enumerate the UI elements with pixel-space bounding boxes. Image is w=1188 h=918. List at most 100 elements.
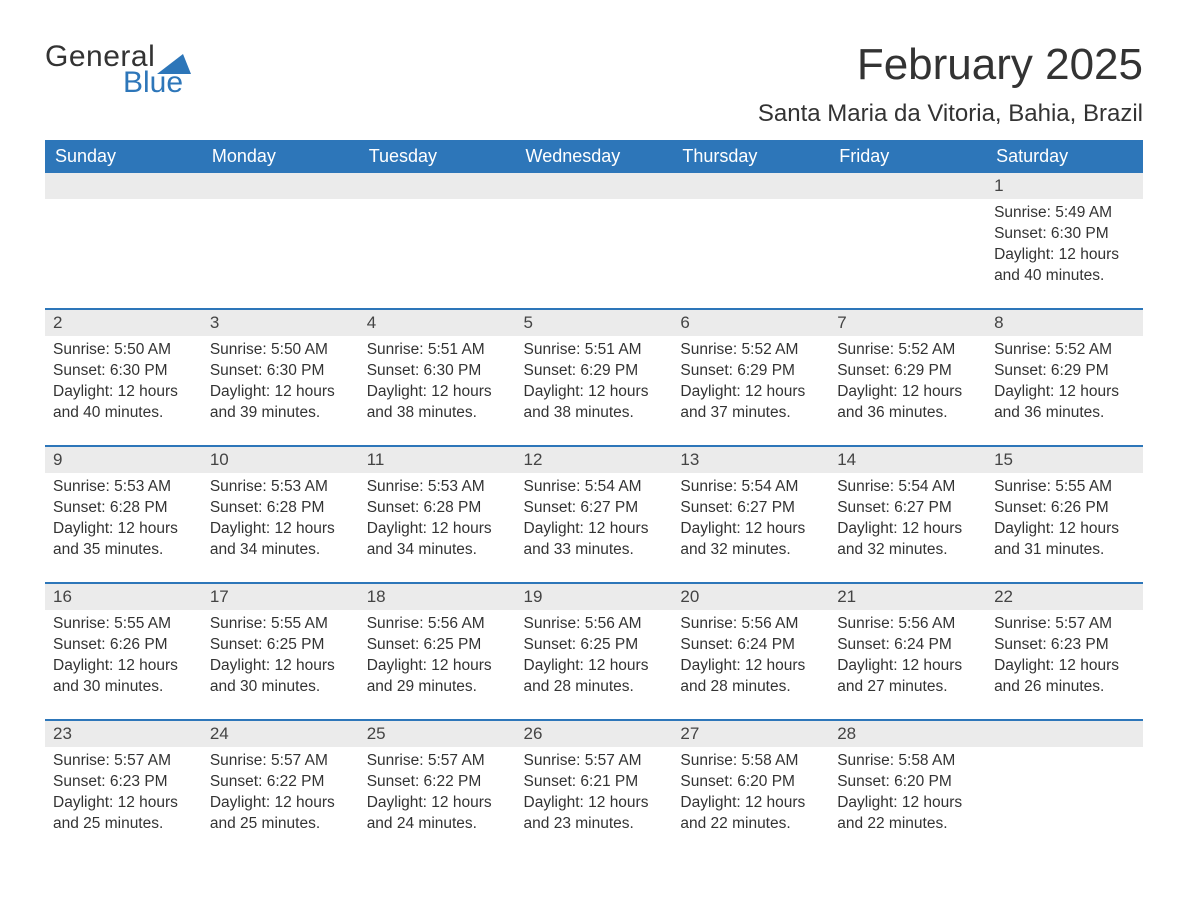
day-cell [672, 199, 829, 309]
daylight-text: and 34 minutes. [367, 540, 508, 561]
day-cell: Sunrise: 5:57 AMSunset: 6:23 PMDaylight:… [986, 610, 1143, 720]
daylight-text: and 40 minutes. [53, 403, 194, 424]
logo-word2: Blue [123, 66, 183, 100]
daylight-text: and 24 minutes. [367, 814, 508, 835]
daylight-text: Daylight: 12 hours [210, 382, 351, 403]
day-cell: Sunrise: 5:50 AMSunset: 6:30 PMDaylight:… [45, 336, 202, 446]
sunrise-text: Sunrise: 5:54 AM [524, 477, 665, 498]
day-cell: Sunrise: 5:52 AMSunset: 6:29 PMDaylight:… [672, 336, 829, 446]
daylight-text: and 23 minutes. [524, 814, 665, 835]
day-cell: Sunrise: 5:58 AMSunset: 6:20 PMDaylight:… [829, 747, 986, 857]
sunset-text: Sunset: 6:27 PM [680, 498, 821, 519]
sunset-text: Sunset: 6:23 PM [994, 635, 1135, 656]
sunset-text: Sunset: 6:27 PM [837, 498, 978, 519]
daylight-text: Daylight: 12 hours [210, 793, 351, 814]
day-body-row: Sunrise: 5:50 AMSunset: 6:30 PM Daylight:… [45, 336, 1143, 446]
sunrise-text: Sunrise: 5:51 AM [367, 340, 508, 361]
day-cell: Sunrise: 5:52 AMSunset: 6:29 PMDaylight:… [829, 336, 986, 446]
day-cell: Sunrise: 5:55 AMSunset: 6:26 PMDaylight:… [45, 610, 202, 720]
sunset-text: Sunset: 6:25 PM [367, 635, 508, 656]
sunset-text: Sunset: 6:30 PM [53, 361, 194, 382]
day-cell: Sunrise: 5:57 AMSunset: 6:22 PMDaylight:… [359, 747, 516, 857]
sunrise-text: Sunrise: 5:57 AM [210, 751, 351, 772]
month-title: February 2025 [758, 40, 1143, 90]
daylight-text: Daylight: 12 hours [994, 382, 1135, 403]
daylight-text: and 25 minutes. [210, 814, 351, 835]
day-cell [45, 199, 202, 309]
day-number: 18 [359, 583, 516, 610]
sunrise-text: Sunrise: 5:56 AM [524, 614, 665, 635]
daylight-text: and 32 minutes. [680, 540, 821, 561]
daylight-text: and 38 minutes. [367, 403, 508, 424]
day-header: Friday [829, 140, 986, 173]
header: General Blue February 2025 Santa Maria d… [45, 40, 1143, 128]
day-number: 4 [359, 309, 516, 336]
daylight-text: Daylight: 12 hours [53, 519, 194, 540]
day-number-row: 232425262728 [45, 720, 1143, 747]
sunset-text: Sunset: 6:20 PM [837, 772, 978, 793]
sunset-text: Sunset: 6:24 PM [837, 635, 978, 656]
day-cell [202, 199, 359, 309]
daylight-text: Daylight: 12 hours [367, 793, 508, 814]
day-number: 1 [986, 173, 1143, 199]
day-cell: Sunrise: 5:52 AMSunset: 6:29 PMDaylight:… [986, 336, 1143, 446]
sunset-text: Sunset: 6:26 PM [994, 498, 1135, 519]
day-cell [986, 747, 1143, 857]
sunset-text: Sunset: 6:29 PM [994, 361, 1135, 382]
day-cell: Sunrise: 5:55 AMSunset: 6:26 PMDaylight:… [986, 473, 1143, 583]
daylight-text: Daylight: 12 hours [210, 519, 351, 540]
day-number: 5 [516, 309, 673, 336]
day-cell: Sunrise: 5:56 AMSunset: 6:25 PMDaylight:… [359, 610, 516, 720]
calendar-table: Sunday Monday Tuesday Wednesday Thursday… [45, 140, 1143, 857]
day-number [829, 173, 986, 199]
day-cell: Sunrise: 5:51 AMSunset: 6:29 PMDaylight:… [516, 336, 673, 446]
day-cell: Sunrise: 5:56 AMSunset: 6:24 PMDaylight:… [672, 610, 829, 720]
daylight-text: and 37 minutes. [680, 403, 821, 424]
day-cell [359, 199, 516, 309]
sunrise-text: Sunrise: 5:49 AM [994, 203, 1135, 224]
title-block: February 2025 Santa Maria da Vitoria, Ba… [758, 40, 1143, 128]
day-number: 25 [359, 720, 516, 747]
daylight-text: and 22 minutes. [680, 814, 821, 835]
daylight-text: Daylight: 12 hours [367, 519, 508, 540]
day-number: 20 [672, 583, 829, 610]
day-cell: Sunrise: 5:57 AMSunset: 6:21 PMDaylight:… [516, 747, 673, 857]
day-cell: Sunrise: 5:56 AMSunset: 6:25 PMDaylight:… [516, 610, 673, 720]
day-number: 17 [202, 583, 359, 610]
sunrise-text: Sunrise: 5:53 AM [53, 477, 194, 498]
day-body-row: Sunrise: 5:53 AMSunset: 6:28 PMDaylight:… [45, 473, 1143, 583]
daylight-text: and 36 minutes. [837, 403, 978, 424]
daylight-text: Daylight: 12 hours [53, 656, 194, 677]
sunset-text: Sunset: 6:30 PM [994, 224, 1135, 245]
sunrise-text: Sunrise: 5:53 AM [210, 477, 351, 498]
day-number [672, 173, 829, 199]
day-header: Thursday [672, 140, 829, 173]
sunset-text: Sunset: 6:28 PM [210, 498, 351, 519]
day-cell: Sunrise: 5:58 AMSunset: 6:20 PMDaylight:… [672, 747, 829, 857]
day-number: 27 [672, 720, 829, 747]
sunrise-text: Sunrise: 5:50 AM [53, 340, 194, 361]
sunset-text: Sunset: 6:28 PM [53, 498, 194, 519]
daylight-text: Daylight: 12 hours [524, 656, 665, 677]
sunset-text: Sunset: 6:29 PM [524, 361, 665, 382]
sunset-text: Sunset: 6:27 PM [524, 498, 665, 519]
daylight-text: Daylight: 12 hours [680, 519, 821, 540]
sunrise-text: Sunrise: 5:55 AM [994, 477, 1135, 498]
sunrise-text: Sunrise: 5:55 AM [210, 614, 351, 635]
day-cell: Sunrise: 5:53 AMSunset: 6:28 PMDaylight:… [359, 473, 516, 583]
day-number-row: 16171819202122 [45, 583, 1143, 610]
day-cell: Sunrise: 5:50 AMSunset: 6:30 PMDaylight:… [202, 336, 359, 446]
sunrise-text: Sunrise: 5:53 AM [367, 477, 508, 498]
day-number: 28 [829, 720, 986, 747]
day-cell: Sunrise: 5:54 AMSunset: 6:27 PMDaylight:… [516, 473, 673, 583]
day-number: 8 [986, 309, 1143, 336]
daylight-text: and 38 minutes. [524, 403, 665, 424]
sunrise-text: Sunrise: 5:54 AM [680, 477, 821, 498]
daylight-text: Daylight: 12 hours [994, 245, 1135, 266]
sunset-text: Sunset: 6:23 PM [53, 772, 194, 793]
day-number [516, 173, 673, 199]
daylight-text: Daylight: 12 hours [53, 793, 194, 814]
daylight-text: Daylight: 12 hours [837, 382, 978, 403]
daylight-text: and 28 minutes. [680, 677, 821, 698]
day-header: Tuesday [359, 140, 516, 173]
